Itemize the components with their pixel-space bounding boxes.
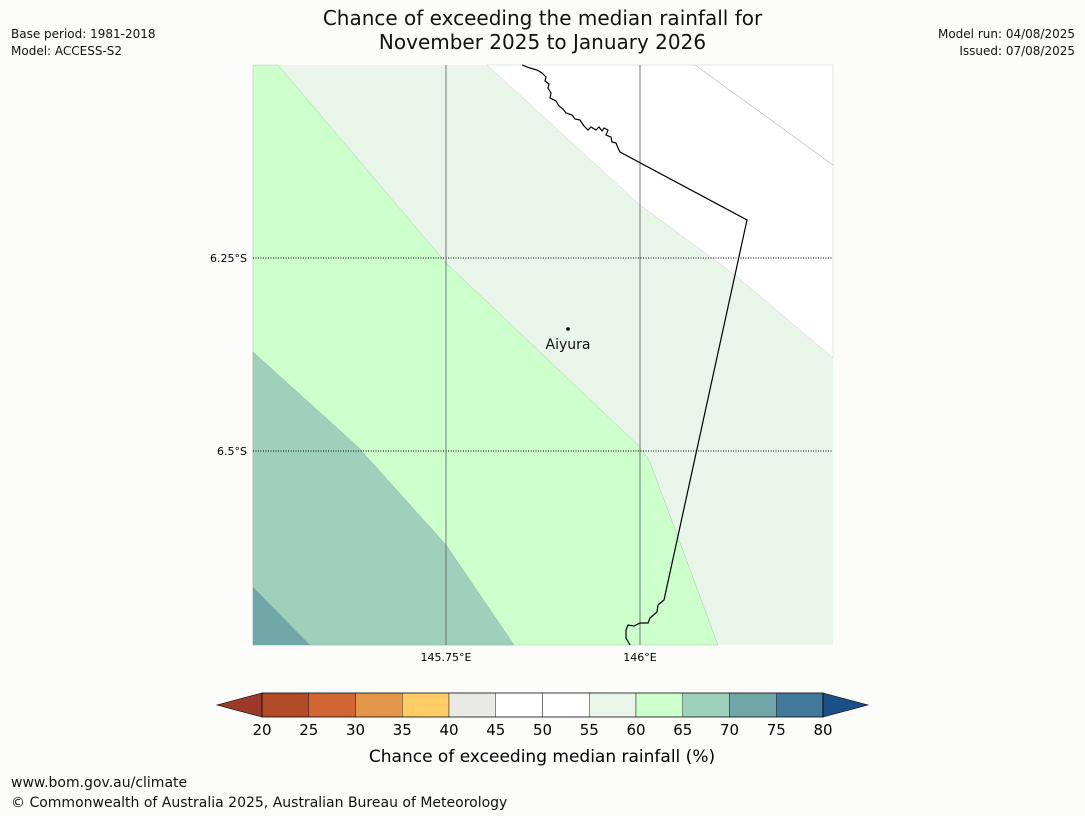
colorbar-tick-label: 70 <box>720 721 739 739</box>
colorbar-tick-label: 50 <box>533 721 552 739</box>
colorbar-tick-label: 75 <box>767 721 786 739</box>
map-panel: Aiyura 6.25°S 6.5°S 145.75°E 146°E <box>210 64 834 664</box>
colorbar-segment <box>448 692 496 718</box>
map-title: Chance of exceeding the median rainfall … <box>0 6 1085 54</box>
lon-label-145-75: 145.75°E <box>421 651 472 664</box>
zone-70-75 <box>253 587 310 645</box>
place-marker <box>566 327 570 331</box>
colorbar-segment <box>635 692 683 718</box>
colorbar-segment <box>308 692 356 718</box>
colorbar-tick-label: 45 <box>486 721 505 739</box>
province-boundary <box>521 64 748 646</box>
contour-line <box>694 64 834 166</box>
colorbar-segment <box>682 692 730 718</box>
model-name: Model: ACCESS-S2 <box>11 44 123 58</box>
colorbar-segment <box>589 692 637 718</box>
colorbar-tick-label: 60 <box>626 721 645 739</box>
base-period: Base period: 1981-2018 <box>11 27 156 41</box>
colorbar-over-arrow <box>822 692 870 718</box>
footer-copyright: © Commonwealth of Australia 2025, Austra… <box>11 795 508 811</box>
model-run: Model run: 04/08/2025 <box>937 27 1075 41</box>
colorbar-label: Chance of exceeding median rainfall (%) <box>369 747 715 767</box>
colorbar-tick-label: 40 <box>439 721 458 739</box>
issued-date: Issued: 07/08/2025 <box>959 44 1075 58</box>
colorbar-tick-label: 25 <box>299 721 318 739</box>
colorbar-tick-label: 80 <box>813 721 832 739</box>
colorbar-tick-label: 65 <box>673 721 692 739</box>
colorbar-segment <box>402 692 450 718</box>
colorbar-segment <box>542 692 590 718</box>
colorbar-segment <box>776 692 824 718</box>
title-line-1: Chance of exceeding the median rainfall … <box>322 6 763 30</box>
colorbar-outline <box>261 692 824 718</box>
colorbar-tick-label: 20 <box>252 721 271 739</box>
lat-label-6-5: 6.5°S <box>217 445 247 458</box>
colorbar-tick-label: 35 <box>393 721 412 739</box>
colorbar-ticks: 20 25 30 35 40 45 50 55 60 65 70 75 80 <box>252 721 832 739</box>
colorbar: 20 25 30 35 40 45 50 55 60 65 70 75 80 Chance of exc… <box>215 692 870 767</box>
title-line-2: November 2025 to January 2026 <box>378 30 707 54</box>
colorbar-segment <box>355 692 403 718</box>
lat-label-6-25: 6.25°S <box>210 252 247 265</box>
footer-url: www.bom.gov.au/climate <box>11 775 188 791</box>
colorbar-segment <box>495 692 543 718</box>
colorbar-tick-label: 55 <box>580 721 599 739</box>
colorbar-segments <box>261 692 824 718</box>
meta-left: Base period: 1981-2018 Model: ACCESS-S2 <box>11 26 156 60</box>
zone-50-55 <box>486 64 834 359</box>
lon-label-146: 146°E <box>623 651 656 664</box>
place-label: Aiyura <box>546 337 591 353</box>
meta-right: Model run: 04/08/2025 Issued: 07/08/2025 <box>938 26 1075 60</box>
colorbar-tick-label: 30 <box>346 721 365 739</box>
colorbar-segment <box>729 692 777 718</box>
colorbar-under-arrow <box>215 692 263 718</box>
colorbar-segment <box>261 692 309 718</box>
